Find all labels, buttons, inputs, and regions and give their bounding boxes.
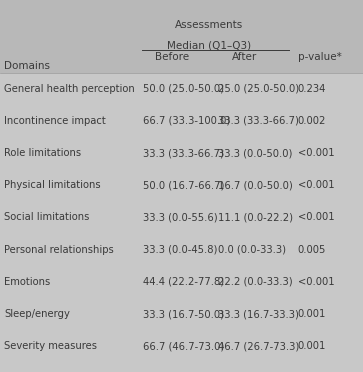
- Text: 33.3 (0.0-50.0): 33.3 (0.0-50.0): [218, 148, 292, 158]
- Text: 16.7 (0.0-50.0): 16.7 (0.0-50.0): [218, 180, 293, 190]
- Text: Assessments: Assessments: [175, 20, 243, 31]
- Text: Emotions: Emotions: [4, 277, 50, 287]
- Text: After: After: [232, 52, 258, 62]
- Text: 11.1 (0.0-22.2): 11.1 (0.0-22.2): [218, 212, 293, 222]
- Text: 50.0 (25.0-50.0): 50.0 (25.0-50.0): [143, 84, 224, 94]
- Text: 0.005: 0.005: [298, 245, 326, 255]
- Text: Before: Before: [155, 52, 189, 62]
- Text: 33.3 (0.0-45.8): 33.3 (0.0-45.8): [143, 245, 218, 255]
- Text: 44.4 (22.2-77.8): 44.4 (22.2-77.8): [143, 277, 224, 287]
- Text: 25.0 (25.0-50.0): 25.0 (25.0-50.0): [218, 84, 299, 94]
- Text: General health perception: General health perception: [4, 84, 135, 94]
- Text: Social limitations: Social limitations: [4, 212, 90, 222]
- Text: 46.7 (26.7-73.3): 46.7 (26.7-73.3): [218, 341, 299, 351]
- Text: 66.7 (33.3-100.0): 66.7 (33.3-100.0): [143, 116, 231, 126]
- Text: 33.3 (0.0-55.6): 33.3 (0.0-55.6): [143, 212, 218, 222]
- Text: Role limitations: Role limitations: [4, 148, 81, 158]
- Text: 0.001: 0.001: [298, 341, 326, 351]
- Text: 50.0 (16.7-66.7): 50.0 (16.7-66.7): [143, 180, 225, 190]
- Text: 33.3 (33.3-66.7): 33.3 (33.3-66.7): [143, 148, 224, 158]
- Text: 0.234: 0.234: [298, 84, 326, 94]
- Text: <0.001: <0.001: [298, 212, 334, 222]
- Text: 0.0 (0.0-33.3): 0.0 (0.0-33.3): [218, 245, 286, 255]
- Text: 22.2 (0.0-33.3): 22.2 (0.0-33.3): [218, 277, 293, 287]
- Text: <0.001: <0.001: [298, 180, 334, 190]
- Text: 33.3 (33.3-66.7): 33.3 (33.3-66.7): [218, 116, 299, 126]
- Text: Personal relationships: Personal relationships: [4, 245, 114, 255]
- Text: <0.001: <0.001: [298, 277, 334, 287]
- Text: 0.001: 0.001: [298, 309, 326, 319]
- Text: 0.002: 0.002: [298, 116, 326, 126]
- Text: p-value*: p-value*: [298, 52, 342, 62]
- Text: 66.7 (46.7-73.0): 66.7 (46.7-73.0): [143, 341, 225, 351]
- Text: 33.3 (16.7-50.0): 33.3 (16.7-50.0): [143, 309, 224, 319]
- Text: Domains: Domains: [4, 61, 50, 71]
- Text: Median (Q1–Q3): Median (Q1–Q3): [167, 40, 251, 50]
- Text: 33.3 (16.7-33.3): 33.3 (16.7-33.3): [218, 309, 299, 319]
- Text: Sleep/energy: Sleep/energy: [4, 309, 70, 319]
- Text: Incontinence impact: Incontinence impact: [4, 116, 106, 126]
- Text: <0.001: <0.001: [298, 148, 334, 158]
- Text: Severity measures: Severity measures: [4, 341, 97, 351]
- Text: Physical limitations: Physical limitations: [4, 180, 101, 190]
- FancyBboxPatch shape: [0, 0, 363, 73]
